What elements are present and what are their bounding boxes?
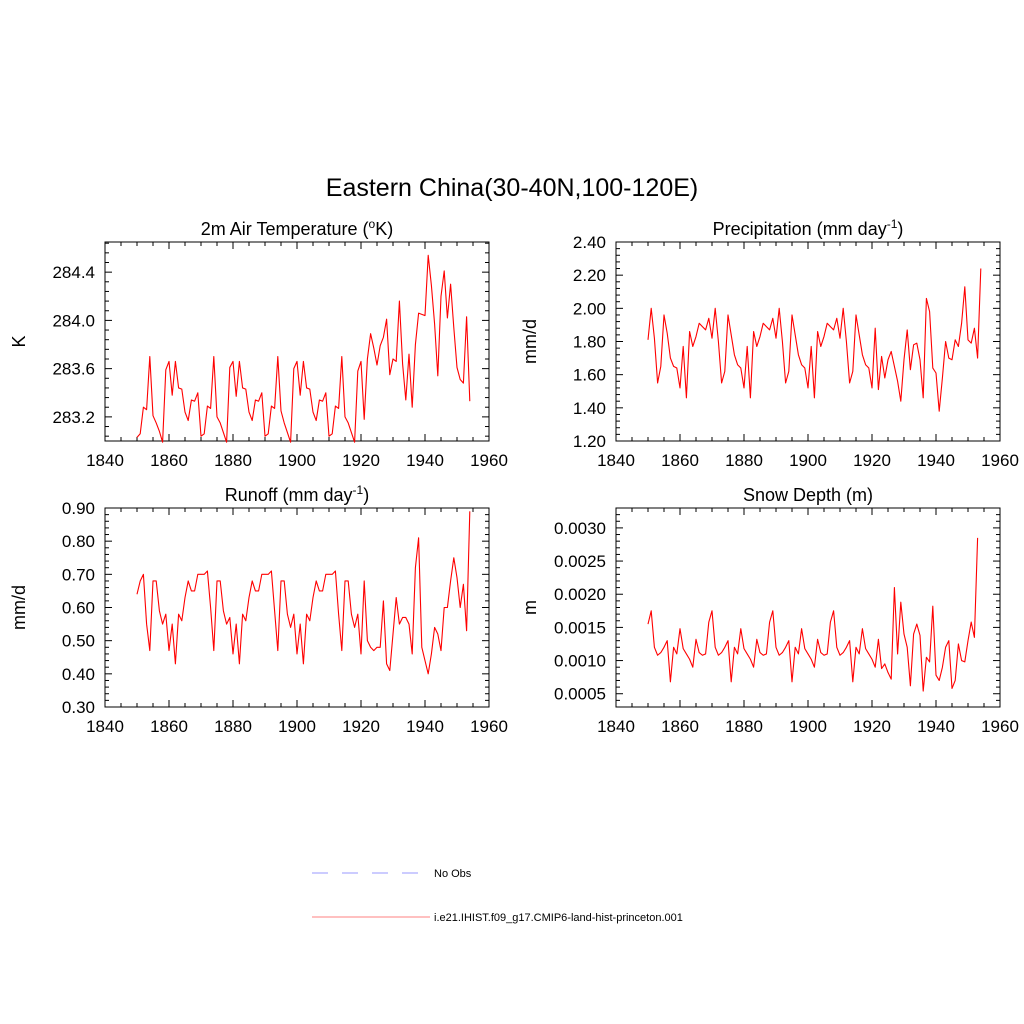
air-temperature-y-axis-label: K [9,335,29,347]
air-temperature-x-tick-label: 1920 [342,451,380,470]
runoff-y-tick-label: 0.70 [62,565,95,584]
precipitation-x-tick-label: 1860 [661,451,699,470]
air-temperature-y-tick-label: 283.6 [52,360,95,379]
runoff-x-tick-label: 1900 [278,717,316,736]
snow-depth-x-tick-label: 1940 [917,717,955,736]
snow-depth-y-tick-label: 0.0030 [554,519,606,538]
precipitation-x-tick-label: 1900 [789,451,827,470]
air-temperature-x-tick-label: 1840 [86,451,124,470]
runoff-y-tick-label: 0.90 [62,499,95,518]
runoff-y-tick-label: 0.30 [62,698,95,717]
precipitation-series-line [647,268,982,412]
precipitation-plot-frame [615,241,1001,442]
panel-snow-depth: 1840 1860 1880 1900 1920 1940 1960 0.0005 0.0010… [520,485,1019,736]
precipitation-y-tick-label: 2.20 [573,266,606,285]
snow-depth-x-tick-label: 1920 [853,717,891,736]
runoff-y-tick-label: 0.40 [62,665,95,684]
snow-depth-y-tick-label: 0.0025 [554,552,606,571]
snow-depth-x-tick-label: 1900 [789,717,827,736]
precipitation-y-tick-label: 1.40 [573,399,606,418]
panel-air-temperature: 1840 1860 1880 1900 1920 1940 1960 283.2 283.6 28… [9,217,508,470]
legend: No Obs i.e21.IHIST.f09_g17.CMIP6-land-hi… [312,868,683,924]
precipitation-y-tick-label: 2.00 [573,299,606,318]
snow-depth-plot-frame [615,507,1001,708]
air-temperature-y-tick-label: 283.2 [52,408,95,427]
air-temperature-x-tick-label: 1860 [150,451,188,470]
snow-depth-x-tick-label: 1960 [981,717,1019,736]
snow-depth-y-tick-label: 0.0015 [554,618,606,637]
air-temperature-x-tick-label: 1900 [278,451,316,470]
precipitation-x-tick-label: 1920 [853,451,891,470]
snow-depth-y-axis-label: m [520,600,540,615]
runoff-x-tick-label: 1840 [86,717,124,736]
runoff-x-tick-label: 1920 [342,717,380,736]
precipitation-x-tick-label: 1880 [725,451,763,470]
runoff-y-axis-label: mm/d [9,585,29,630]
snow-depth-y-tick-label: 0.0005 [554,685,606,704]
panel-precipitation: 1840 1860 1880 1900 1920 1940 1960 1.20 1.40 1.60… [520,217,1019,470]
snow-depth-x-tick-label: 1840 [597,717,635,736]
legend-label-no-obs: No Obs [434,868,472,880]
snow-depth-x-tick-label: 1880 [725,717,763,736]
runoff-x-tick-label: 1960 [470,717,508,736]
air-temperature-x-tick-label: 1880 [214,451,252,470]
snow-depth-y-tick-label: 0.0010 [554,652,606,671]
runoff-y-tick-label: 0.50 [62,632,95,651]
air-temperature-plot-frame [104,241,490,442]
precipitation-title: Precipitation (mm day-1) [713,217,904,239]
air-temperature-series-line [136,254,471,443]
precipitation-y-tick-label: 2.40 [573,233,606,252]
runoff-plot-frame [104,507,490,708]
precipitation-y-tick-label: 1.60 [573,366,606,385]
runoff-title: Runoff (mm day-1) [225,483,369,505]
runoff-x-tick-label: 1940 [406,717,444,736]
air-temperature-title: 2m Air Temperature (oK) [201,217,393,239]
precipitation-x-tick-label: 1940 [917,451,955,470]
air-temperature-y-tick-label: 284.0 [52,311,95,330]
figure-title: Eastern China(30-40N,100-120E) [326,174,698,202]
runoff-y-tick-label: 0.80 [62,532,95,551]
precipitation-x-tick-label: 1960 [981,451,1019,470]
runoff-y-tick-label: 0.60 [62,599,95,618]
snow-depth-x-tick-label: 1860 [661,717,699,736]
precipitation-y-tick-label: 1.80 [573,333,606,352]
snow-depth-series-line [647,537,979,692]
runoff-x-tick-label: 1880 [214,717,252,736]
precipitation-y-axis-label: mm/d [520,319,540,364]
air-temperature-y-tick-label: 284.4 [52,263,95,282]
snow-depth-title: Snow Depth (m) [743,485,873,505]
runoff-x-tick-label: 1860 [150,717,188,736]
panel-runoff: 1840 1860 1880 1900 1920 1940 1960 0.30 0.40 0.50… [9,483,508,736]
legend-label-model: i.e21.IHIST.f09_g17.CMIP6-land-hist-prin… [434,912,683,924]
runoff-series-line [136,511,471,675]
precipitation-y-tick-label: 1.20 [573,432,606,451]
air-temperature-x-tick-label: 1940 [406,451,444,470]
air-temperature-x-tick-label: 1960 [470,451,508,470]
precipitation-x-tick-label: 1840 [597,451,635,470]
snow-depth-y-tick-label: 0.0020 [554,585,606,604]
